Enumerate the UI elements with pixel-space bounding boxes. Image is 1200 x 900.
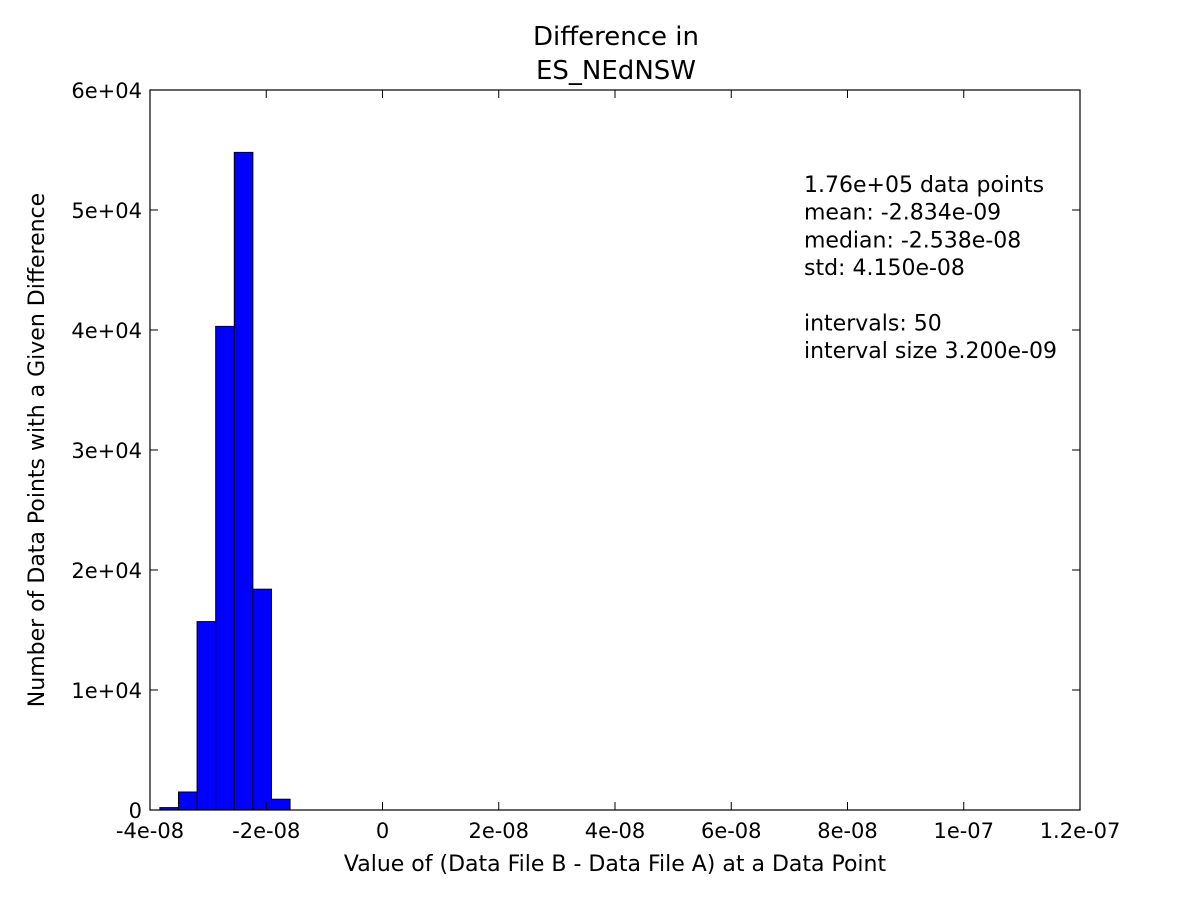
x-tick-label: 4e-08 bbox=[585, 819, 646, 843]
x-tick-label: 0 bbox=[376, 819, 389, 843]
stats-annotation: 1.76e+05 data points mean: -2.834e-09medi… bbox=[804, 173, 1057, 364]
chart-title: Difference in ES_NEdNSW bbox=[533, 22, 699, 86]
x-tick-label: 1e-07 bbox=[933, 819, 994, 843]
stats-line: interval size 3.200e-09 bbox=[804, 339, 1057, 364]
axis-ticks bbox=[149, 89, 1081, 811]
stats-line: 1.76e+05 data points bbox=[804, 173, 1044, 198]
stats-line: intervals: 50 bbox=[804, 312, 942, 337]
y-axis-label: Number of Data Points with a Given Diffe… bbox=[25, 193, 50, 707]
histogram-bar bbox=[233, 151, 254, 811]
x-tick-label: 1.2e-07 bbox=[1040, 819, 1121, 843]
histogram-bars bbox=[159, 151, 291, 811]
y-tick-label: 3e+04 bbox=[71, 439, 142, 463]
x-axis-label: Value of (Data File B - Data File A) at … bbox=[344, 852, 887, 877]
stats-line: mean: -2.834e-09 bbox=[804, 201, 1001, 226]
histogram-bar bbox=[177, 791, 198, 811]
y-tick-label: 2e+04 bbox=[71, 559, 142, 583]
y-tick-label: 1e+04 bbox=[71, 679, 142, 703]
y-tick-label: 5e+04 bbox=[71, 199, 142, 223]
x-tick-label: -2e-08 bbox=[232, 819, 300, 843]
x-tick-label: 8e-08 bbox=[817, 819, 878, 843]
y-tick-label: 4e+04 bbox=[71, 319, 142, 343]
stats-line: median: -2.538e-08 bbox=[804, 228, 1021, 253]
histogram-bar bbox=[196, 621, 217, 811]
y-tick-label: 6e+04 bbox=[71, 79, 142, 103]
histogram-bar bbox=[215, 325, 235, 811]
x-tick-labels: -4e-08 -2e-08 0 2e-08 4e-08 6e-08 8e-08 1e-07 1.… bbox=[116, 819, 1120, 843]
histogram-bar bbox=[252, 588, 272, 811]
y-tick-labels: 0 1e+04 2e+04 3e+04 4e+04 5e+04 6e+04 bbox=[71, 79, 142, 823]
stats-line: std: 4.150e-08 bbox=[804, 256, 965, 281]
y-tick-label: 0 bbox=[129, 799, 142, 823]
x-tick-label: -4e-08 bbox=[116, 819, 184, 843]
x-tick-label: 6e-08 bbox=[701, 819, 762, 843]
chart-title-line-1: Difference in bbox=[533, 22, 699, 52]
histogram-bar bbox=[270, 798, 291, 811]
plot-frame bbox=[149, 89, 1081, 811]
chart-title-line-2: ES_NEdNSW bbox=[536, 56, 696, 86]
x-tick-label: 2e-08 bbox=[468, 819, 529, 843]
